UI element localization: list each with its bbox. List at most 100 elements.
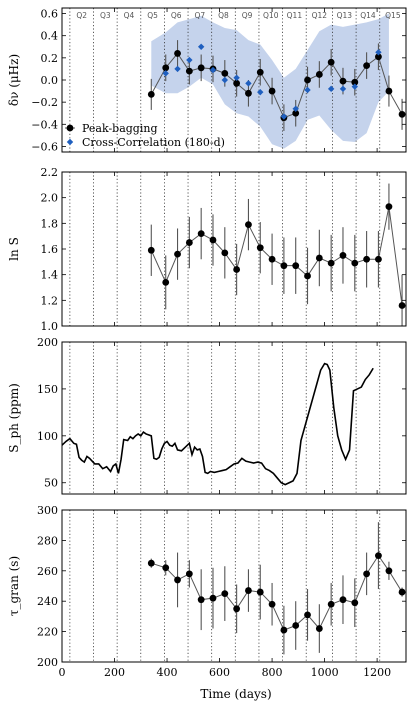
y-axis-label: ln S <box>7 237 21 261</box>
cross-correlation-point <box>209 66 217 74</box>
y-tick-label: 0.6 <box>41 8 59 21</box>
quarter-label: Q3 <box>100 11 111 20</box>
data-point <box>351 78 359 86</box>
cross-correlation-point <box>339 85 347 93</box>
y-tick-label: 1.6 <box>41 243 59 256</box>
data-point <box>162 278 170 286</box>
uncertainty-band <box>151 13 389 149</box>
data-point <box>351 259 359 267</box>
data-point <box>221 590 229 597</box>
series-connector <box>150 206 403 306</box>
plot-area <box>62 342 381 494</box>
data-point <box>280 626 288 634</box>
data-point <box>174 50 181 57</box>
data-point <box>315 71 323 78</box>
data-point <box>363 62 371 69</box>
cross-correlation-point <box>233 74 240 81</box>
data-point <box>185 239 193 246</box>
data-point <box>363 570 371 578</box>
data-point <box>327 58 335 66</box>
data-point <box>304 611 311 619</box>
quarter-label: Q11 <box>287 11 303 20</box>
y-tick-label: 220 <box>37 626 58 639</box>
cross-correlation-point <box>292 105 299 112</box>
cross-correlation-point <box>327 85 335 93</box>
y-tick-label: 100 <box>37 430 58 443</box>
quarter-label: Q14 <box>360 11 376 20</box>
y-tick-label: −0.4 <box>31 118 58 131</box>
data-point <box>304 272 311 280</box>
quarter-label: Q9 <box>242 11 253 20</box>
y-tick-label: −0.6 <box>31 140 58 153</box>
x-tick-label: 400 <box>157 666 178 679</box>
data-point <box>185 67 193 75</box>
data-point <box>233 605 241 613</box>
data-point <box>375 53 382 61</box>
plot-area <box>69 172 406 326</box>
data-point <box>233 266 241 273</box>
data-point <box>245 221 252 229</box>
y-tick-label: 0.0 <box>41 74 59 87</box>
data-point <box>363 255 371 263</box>
plot-area <box>69 8 406 152</box>
series-line <box>62 362 374 486</box>
y-axis-label: τ_gran (s) <box>7 556 21 616</box>
quarter-label: Q5 <box>147 11 158 20</box>
data-point <box>147 246 155 254</box>
data-point <box>327 259 335 267</box>
data-point <box>256 244 264 252</box>
data-point <box>147 559 155 567</box>
y-tick-label: 150 <box>37 383 58 396</box>
data-point <box>268 87 276 95</box>
data-point <box>162 564 170 572</box>
quarter-label: Q13 <box>337 11 353 20</box>
data-point <box>162 64 170 72</box>
quarter-label: Q4 <box>124 11 135 20</box>
y-tick-label: 0.2 <box>41 52 59 65</box>
legend-label: Peak-bagging <box>82 122 158 135</box>
data-point <box>256 68 264 76</box>
data-point <box>197 596 205 604</box>
data-point <box>327 600 335 608</box>
y-tick-label: 280 <box>37 534 58 547</box>
data-point <box>174 250 181 258</box>
x-axis-label: Time (days) <box>200 687 271 701</box>
cross-correlation-point <box>375 49 382 56</box>
data-point <box>398 302 406 309</box>
x-tick-label: 0 <box>59 666 66 679</box>
legend-marker-peak-bagging <box>66 124 74 132</box>
y-tick-label: 1.2 <box>41 294 59 307</box>
data-point <box>339 77 347 85</box>
data-point <box>256 588 264 596</box>
data-point <box>221 69 229 77</box>
y-axis-label: S_ph (ppm) <box>7 383 21 453</box>
data-point <box>209 594 217 602</box>
series-connector <box>150 52 403 119</box>
y-tick-label: 240 <box>37 595 58 608</box>
y-tick-label: −0.2 <box>31 96 58 109</box>
data-point <box>385 87 393 95</box>
quarter-label: Q10 <box>263 11 279 20</box>
data-point <box>339 252 347 259</box>
cross-correlation-point <box>351 83 358 90</box>
panel-frame <box>61 341 407 495</box>
cross-correlation-point <box>280 113 288 120</box>
panel-3: 50 100 150 200 S_ph (ppm) <box>7 336 407 495</box>
data-point <box>221 249 229 257</box>
cross-correlation-point <box>174 65 181 73</box>
data-point <box>268 600 276 608</box>
cross-correlation-point <box>162 70 169 77</box>
series-connector <box>151 554 403 631</box>
cross-correlation-point <box>304 86 311 94</box>
data-point <box>147 91 155 98</box>
y-tick-label: 300 <box>37 504 58 517</box>
panel-1: Q2 Q3 Q4 Q5 Q6 Q7 Q8 Q9 Q10 Q11 Q12 Q13 Q14 Q15 −0.6 −0… <box>7 7 407 153</box>
y-tick-label: 50 <box>44 477 58 490</box>
data-point <box>280 262 288 270</box>
x-tick-label: 1200 <box>363 666 391 679</box>
data-point <box>197 64 205 72</box>
y-tick-label: 2.0 <box>41 192 59 205</box>
data-point <box>185 570 193 578</box>
data-point <box>245 89 252 97</box>
